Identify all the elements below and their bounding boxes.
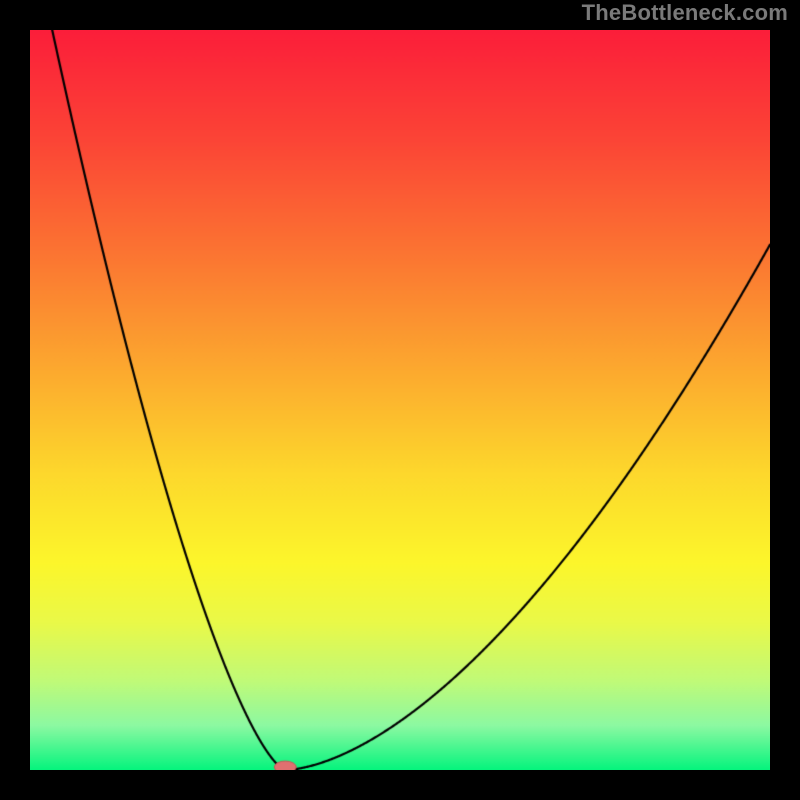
chart-stage: TheBottleneck.com: [0, 0, 800, 800]
watermark-text: TheBottleneck.com: [582, 0, 788, 26]
plot-area: [30, 30, 770, 770]
plot-canvas: [30, 30, 770, 770]
